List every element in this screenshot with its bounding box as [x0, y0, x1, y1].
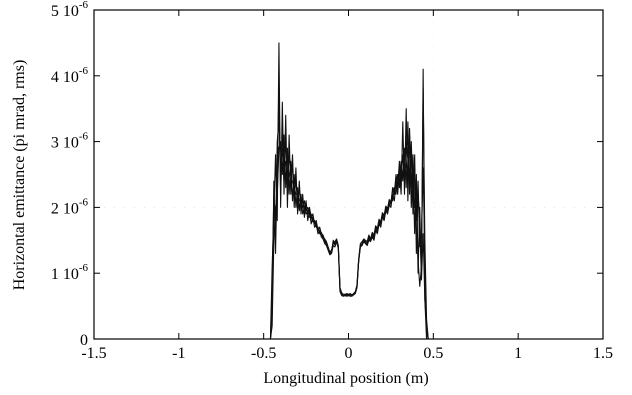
plot-frame: [93, 9, 604, 340]
y-tick-label: 4 10-6: [51, 65, 89, 86]
x-tick-label: 1: [514, 345, 522, 362]
y-tick-label: 0: [80, 332, 88, 349]
plot-area: [94, 10, 603, 339]
y-tick-mantissa: 5 10: [51, 3, 79, 20]
x-tick-label: -0.5: [251, 345, 276, 362]
y-tick-exponent: -6: [79, 131, 89, 143]
y-tick-label: 5 10-6: [51, 0, 89, 20]
x-tick-label: 1.5: [593, 345, 613, 362]
y-tick-label: 3 10-6: [51, 131, 89, 152]
y-tick-mantissa: 3 10: [51, 135, 79, 152]
series-line-4: [269, 121, 430, 340]
y-tick-exponent: -6: [79, 196, 89, 208]
y-tick-mantissa: 4 10: [51, 69, 79, 86]
y-tick-label: 1 10-6: [51, 262, 89, 283]
y-tick-exponent: -6: [79, 65, 89, 77]
series-layer: [269, 42, 430, 340]
x-tick-label: 0: [345, 345, 353, 362]
x-axis-title: Longitudinal position (m): [263, 370, 428, 387]
x-tick-label: -1.5: [81, 345, 106, 362]
y-axis-title: Horizontal emittance (pi mrad, rms): [11, 60, 28, 291]
y-tick-exponent: -6: [79, 0, 89, 11]
y-tick-label: 2 10-6: [51, 196, 89, 217]
x-tick-label: 0.5: [423, 345, 443, 362]
y-tick-mantissa: 2 10: [51, 200, 79, 217]
x-tick-label: -1: [172, 345, 185, 362]
y-tick-mantissa: 1 10: [51, 266, 79, 283]
axes-layer: -1.5 -1 -0.5 0 0.5 1 1.501 10-62 10-63 10-64 1…: [51, 0, 613, 362]
y-tick-exponent: -6: [79, 262, 89, 274]
